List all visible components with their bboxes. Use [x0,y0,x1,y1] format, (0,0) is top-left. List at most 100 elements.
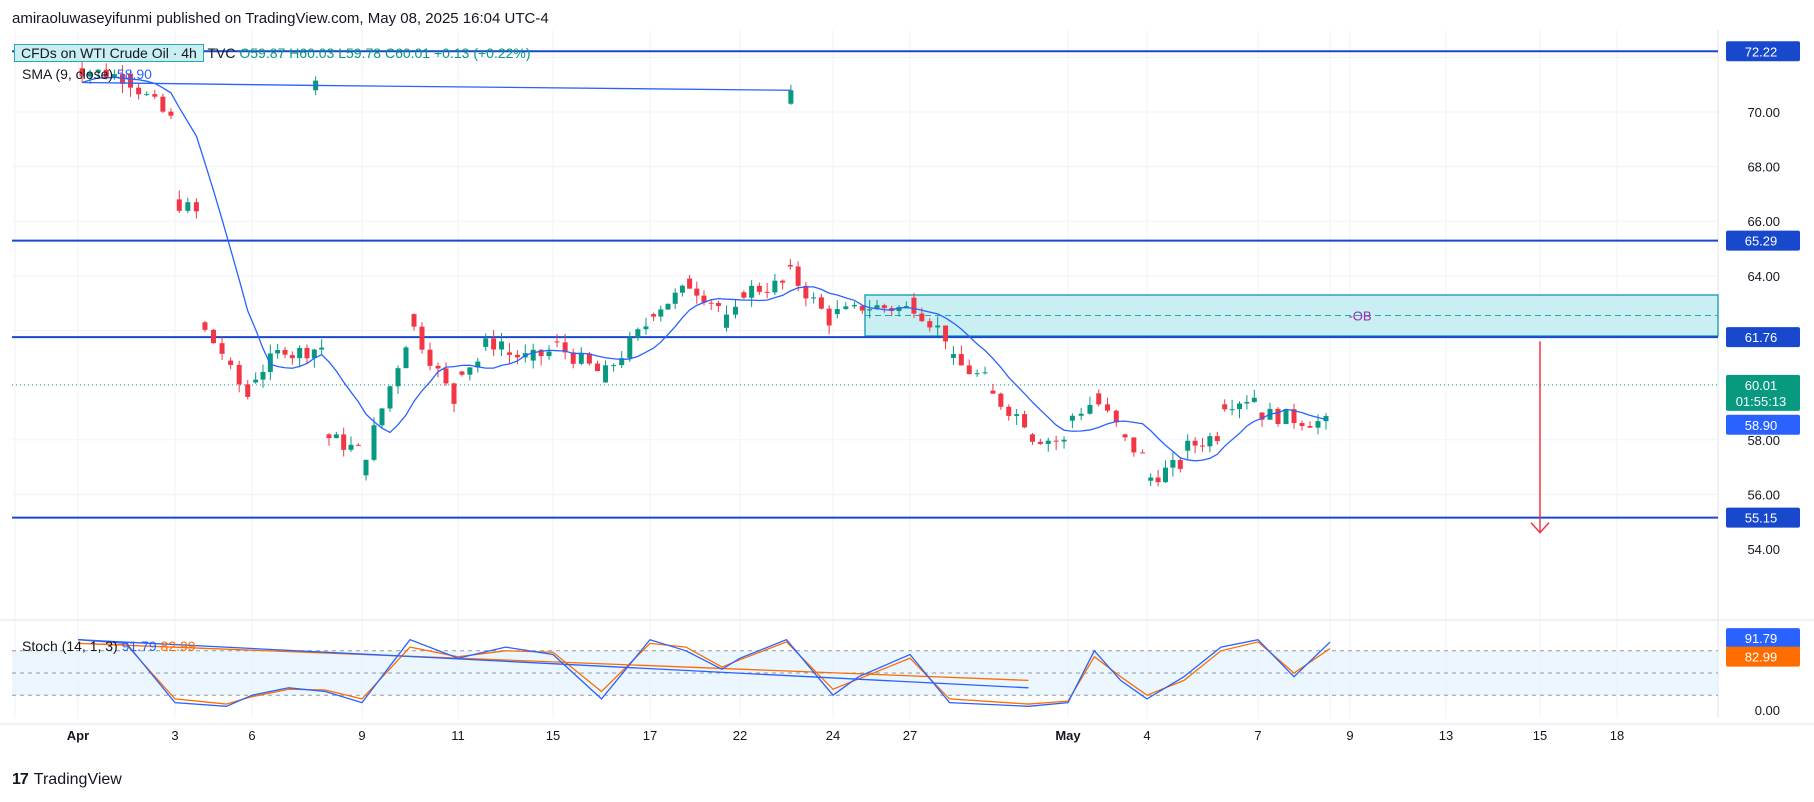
candle [1148,473,1154,487]
candle [546,345,552,360]
time-tick-label: 4 [1143,728,1150,743]
candle [859,305,865,314]
candle [1087,396,1093,415]
candle [326,433,332,446]
candle [1207,432,1213,453]
candle [459,370,465,377]
stoch-k-value: 91.79 [121,638,157,654]
sma-legend[interactable]: SMA (9, close) 58.90 [22,66,152,82]
candle [911,293,917,318]
candle [998,392,1004,410]
time-tick-label: 9 [1346,728,1353,743]
level-price-badge [1726,230,1800,251]
candle [193,198,199,219]
stoch-d-line[interactable] [77,641,1331,705]
candle [1006,404,1012,421]
candle [672,288,678,310]
candle [787,259,793,270]
time-tick-label: Apr [67,728,89,743]
stoch-k-line[interactable] [77,638,1331,707]
stoch-value-badge-text: 91.79 [1745,631,1778,646]
candle [795,261,801,292]
candle [1291,403,1297,429]
price-tick-label: 56.00 [1747,487,1780,502]
level-price-badge [1726,327,1800,348]
candle [562,333,568,360]
sma-label: SMA (9, close) [22,66,114,82]
candle [160,93,166,114]
candle [958,345,964,366]
time-tick-label: May [1055,728,1081,743]
level-price-badge-text: 65.29 [1745,234,1778,249]
candle [1122,433,1128,442]
candle [679,284,685,297]
candle [1299,420,1305,431]
stoch-legend[interactable]: Stoch (14, 1, 3) 91.79 82.99 [22,638,196,654]
candle [851,301,857,309]
candle [990,383,996,394]
candle [395,365,401,394]
sma-line[interactable] [81,76,1327,462]
candle [419,322,425,354]
time-tick-label: 22 [733,728,747,743]
candle [603,360,609,383]
change-value: +0.13 (+0.22%) [434,45,531,61]
price-tick-label: 54.00 [1747,542,1780,557]
candle [1105,397,1110,413]
candle [95,69,101,78]
time-tick-label: 15 [546,728,560,743]
stoch-value-badge [1726,646,1800,667]
candle [1259,412,1265,427]
stoch-label: Stoch (14, 1, 3) [22,638,118,654]
candle [341,427,347,457]
tradingview-logo[interactable]: 17 TradingView [12,771,122,789]
time-tick-label: 15 [1533,728,1547,743]
candle [1283,409,1289,425]
candle [371,417,377,462]
candle [435,362,441,378]
candle [451,382,457,413]
candle [1170,452,1176,477]
candle [522,344,528,363]
candle [253,372,259,384]
price-tick-label: 58.00 [1747,433,1780,448]
candle [935,316,941,336]
candle [245,380,251,400]
candle [275,343,281,359]
candle [708,300,714,311]
candle [333,431,339,439]
candle [635,327,641,341]
candle [202,321,208,332]
candle [594,360,600,372]
candle [1222,399,1228,412]
candle [228,357,234,370]
candle [267,344,273,381]
candle [982,366,988,375]
time-tick-label: 6 [248,728,255,743]
candle [627,331,633,362]
candle [733,299,738,319]
time-tick-label: 27 [903,728,917,743]
candle [1014,409,1020,425]
close-value: C60.01 [384,45,431,61]
candle [694,281,700,304]
stoch-value-badge-text: 82.99 [1745,650,1778,665]
candle [764,283,770,299]
candle [1078,407,1084,420]
candle [185,197,191,214]
symbol-label[interactable]: CFDs on WTI Crude Oil · 4h [14,44,204,62]
level-price-badge-text: 61.76 [1745,330,1778,345]
candle [427,342,433,371]
candle [1113,409,1119,427]
candle [491,329,497,356]
candle [348,436,354,453]
time-tick-label: 24 [826,728,840,743]
candle [1096,389,1102,407]
candle [788,84,794,105]
candle [749,280,755,307]
candle [826,305,832,335]
candle [715,300,721,313]
candle [811,292,817,304]
candle [467,367,473,381]
